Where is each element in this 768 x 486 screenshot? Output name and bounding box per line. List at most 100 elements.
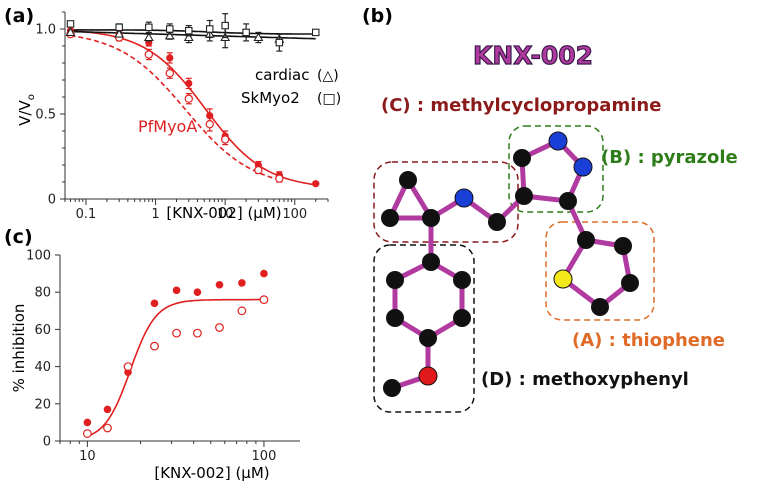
atom-carbon [386, 309, 404, 327]
data-point [215, 280, 224, 289]
data-point [193, 288, 202, 297]
fit-curve [70, 30, 316, 186]
data-point [115, 23, 123, 32]
panel-label-c: (c) [4, 226, 33, 248]
data-point [150, 341, 159, 351]
chart-a-y-axis-label: V/Vo [16, 94, 37, 126]
chart-a-y-axis-label-main: V/V [16, 100, 34, 126]
data-point [166, 54, 174, 62]
atom-carbon [488, 213, 506, 231]
group-c-box [373, 161, 519, 243]
atom-carbon [453, 309, 471, 327]
chart-a: 0.1 1 10 100 0 0.5 1.0 [KNX-002] (μM) V/Vo car… [16, 11, 341, 222]
group-d-label: (D) : methoxyphenyl [481, 369, 689, 390]
data-point [83, 418, 92, 427]
fit-curve [70, 34, 280, 181]
data-point [145, 23, 153, 32]
data-point [221, 21, 229, 30]
data-point [259, 295, 269, 305]
data-point [184, 94, 193, 103]
data-point [172, 328, 181, 338]
molecule-diagram: KNX-002 [373, 40, 738, 413]
data-point [185, 26, 193, 35]
fit-curve [70, 29, 316, 35]
atom-carbon [453, 271, 471, 289]
y-tick-label: 0 [48, 193, 56, 208]
data-point [65, 27, 76, 36]
atom-carbon [591, 298, 609, 316]
x-tick-label: 100 [252, 449, 277, 464]
chart-c-x-axis-label: [KNX-002] (μM) [154, 464, 269, 482]
chart-c-marks [82, 269, 269, 438]
molecule-title: KNX-002 [473, 41, 593, 70]
data-point [253, 32, 264, 42]
data-point [312, 180, 320, 188]
pfmyoa-annotation: PfMyoA [138, 117, 197, 136]
data-point [237, 306, 247, 316]
chart-a-y-axis-label-sub: o [26, 94, 37, 100]
data-point [123, 362, 133, 372]
data-point [165, 68, 174, 78]
legend-cardiac-label: cardiac [255, 66, 309, 84]
chart-c-axes: 10 100 0 20 40 60 80 100 [26, 249, 300, 464]
panel-label-b: (b) [362, 5, 393, 27]
chart-a-curves [70, 29, 316, 186]
atom-carbon [383, 379, 401, 397]
data-point [205, 119, 214, 129]
x-tick-label: 0.1 [76, 207, 97, 222]
chart-c-curves [87, 298, 264, 437]
data-point [114, 28, 125, 38]
y-tick-label: 0 [43, 435, 51, 450]
x-tick-label: 10 [79, 449, 96, 464]
data-point [193, 328, 202, 338]
group-a-box [545, 221, 655, 321]
y-tick-label: 100 [26, 249, 51, 264]
atom-carbon [422, 253, 440, 271]
atom-carbon [577, 231, 595, 249]
y-tick-label: 1.0 [35, 23, 56, 38]
data-point [254, 165, 263, 175]
data-point [143, 32, 154, 42]
atom-carbon [515, 187, 533, 205]
legend-skmyo2-symbol: (□) [317, 91, 341, 107]
legend-cardiac-symbol: (△) [317, 68, 339, 84]
atom-carbon [419, 329, 437, 347]
data-point [103, 405, 112, 414]
atom-carbon [381, 209, 399, 227]
group-d-box [373, 244, 475, 413]
atom-nitrogen [548, 131, 568, 151]
data-point [172, 286, 181, 295]
x-tick-label: 100 [282, 207, 307, 222]
chart-a-x-axis-label: [KNX-002] (μM) [166, 204, 281, 222]
data-point [238, 279, 246, 287]
y-tick-label: 40 [34, 360, 51, 375]
data-point [185, 79, 193, 87]
chart-a-axes: 0.1 1 10 100 0 0.5 1.0 [35, 11, 329, 222]
y-tick-label: 60 [34, 323, 51, 338]
data-point [242, 28, 250, 37]
data-point [166, 25, 174, 33]
atom-carbon [559, 192, 577, 210]
group-a-label: (A) : thiophene [572, 330, 725, 351]
data-point [144, 50, 154, 59]
data-point [205, 25, 214, 33]
data-point [82, 429, 92, 438]
molecule-atoms [381, 131, 639, 397]
atom-carbon [614, 237, 632, 255]
y-tick-label: 0.5 [35, 108, 56, 123]
atom-nitrogen [454, 188, 474, 208]
fit-curve [70, 30, 316, 40]
atom-carbon [399, 171, 417, 189]
atom-sulfur [553, 269, 573, 289]
atom-carbon [513, 149, 531, 167]
data-point [164, 30, 175, 40]
legend-skmyo2-label: SkMyo2 [241, 89, 300, 107]
data-point [260, 269, 268, 278]
data-point [150, 299, 159, 308]
data-point [66, 20, 75, 28]
x-tick-label: 10 [217, 207, 234, 222]
data-point [220, 135, 230, 144]
atom-carbon [621, 274, 639, 292]
atom-nitrogen [573, 157, 593, 177]
